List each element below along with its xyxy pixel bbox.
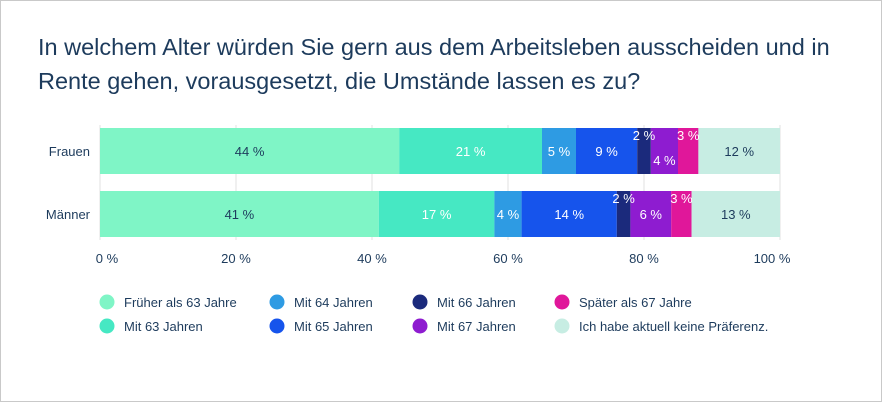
data-label: 4 % <box>497 207 520 222</box>
bar-segment <box>698 128 780 174</box>
data-label: 5 % <box>548 144 571 159</box>
bar-segment <box>494 191 522 237</box>
data-label: 4 % <box>653 153 676 168</box>
legend-label: Mit 66 Jahren <box>437 295 516 310</box>
legend-label: Ich habe aktuell keine Präferenz. <box>579 319 768 334</box>
legend-label: Mit 67 Jahren <box>437 319 516 334</box>
bar-segment <box>678 128 699 174</box>
data-label: 13 % <box>721 207 751 222</box>
legend: Früher als 63 Jahre Mit 63 Jahren Mit 64 J… <box>99 294 768 334</box>
bar-segment <box>691 191 780 237</box>
bar-segment <box>671 191 692 237</box>
data-label: 3 % <box>677 128 700 143</box>
chart-title: In welchem Alter würden Sie gern aus dem… <box>38 34 830 94</box>
x-axis-ticks: 0 % 20 % 40 % 60 % 80 % 100 % <box>96 251 791 266</box>
category-label: Männer <box>46 207 91 222</box>
category-label: Frauen <box>49 144 90 159</box>
data-label: 41 % <box>225 207 255 222</box>
bar-segment <box>576 128 638 174</box>
legend-swatch <box>412 318 428 334</box>
data-label: 14 % <box>554 207 584 222</box>
data-label: 2 % <box>612 191 635 206</box>
legend-label: Früher als 63 Jahre <box>124 295 237 310</box>
bar-segment <box>378 191 495 237</box>
bars: 44 % 21 % 5 % 9 %2 %4 %3 %12 %41 % 17 % 4 % 14… <box>100 128 780 237</box>
data-label: 2 % <box>633 128 656 143</box>
bar-segment <box>100 128 400 174</box>
data-label: 6 % <box>640 207 663 222</box>
data-label: 12 % <box>724 144 754 159</box>
x-tick-label: 60 % <box>493 251 523 266</box>
legend-swatch <box>554 294 570 310</box>
legend-label: Mit 65 Jahren <box>294 319 373 334</box>
data-label: 9 % <box>595 144 618 159</box>
bar-segment <box>521 191 617 237</box>
legend-label: Mit 64 Jahren <box>294 295 373 310</box>
bar-segment <box>650 128 678 174</box>
legend-swatch <box>99 318 115 334</box>
x-tick-label: 0 % <box>96 251 119 266</box>
bar-segment <box>630 191 672 237</box>
x-tick-label: 100 % <box>754 251 791 266</box>
data-label: 44 % <box>235 144 265 159</box>
x-tick-label: 80 % <box>629 251 659 266</box>
legend-swatch <box>554 318 570 334</box>
legend-swatch <box>99 294 115 310</box>
legend-swatch <box>412 294 428 310</box>
x-tick-label: 20 % <box>221 251 251 266</box>
data-label: 17 % <box>422 207 452 222</box>
data-label: 21 % <box>456 144 486 159</box>
data-label: 3 % <box>670 191 693 206</box>
legend-label: Später als 67 Jahre <box>579 295 692 310</box>
legend-swatch <box>269 318 285 334</box>
bar-segment <box>616 191 631 237</box>
x-tick-label: 40 % <box>357 251 387 266</box>
bar-segment <box>542 128 576 174</box>
bar-segment <box>100 191 379 237</box>
bar-segment <box>637 128 651 174</box>
legend-swatch <box>269 294 285 310</box>
bar-segment <box>399 128 542 174</box>
legend-label: Mit 63 Jahren <box>124 319 203 334</box>
category-labels: Frauen Männer <box>46 144 91 222</box>
